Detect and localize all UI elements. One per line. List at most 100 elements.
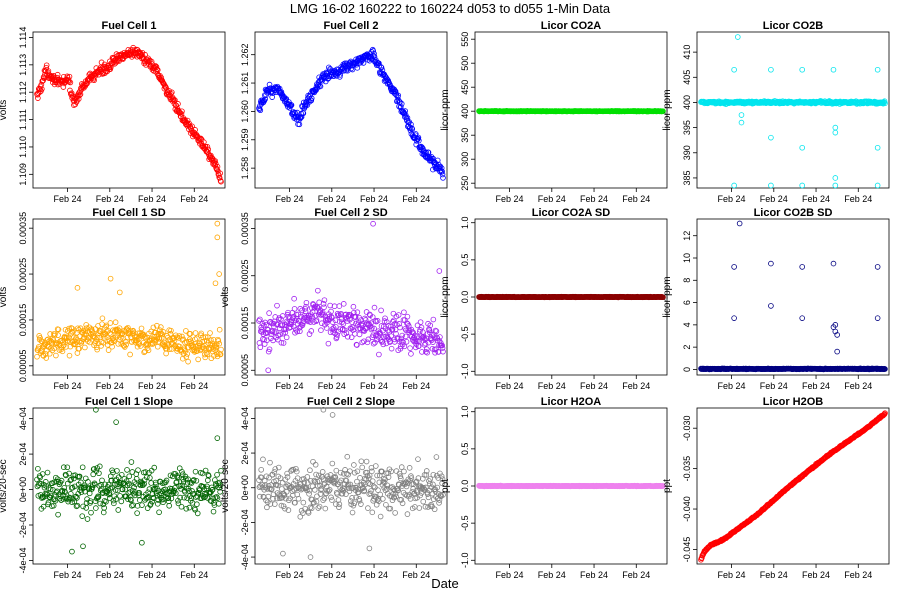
- data-point: [262, 96, 268, 102]
- y-axis-label: volts: [220, 287, 231, 308]
- data-point-outlier: [80, 543, 86, 550]
- panel-11: Licor H2OBppt-0.045-0.040-0.035-0.030Feb…: [662, 396, 890, 580]
- data-point: [288, 102, 295, 108]
- y-tick-label: 1.109: [18, 163, 28, 186]
- y-tick-label: -2e-04: [240, 509, 250, 535]
- y-tick-label: 0.00025: [240, 259, 250, 292]
- data-point-outlier: [832, 124, 839, 131]
- data-point: [360, 60, 367, 66]
- y-tick-label: 1.260: [240, 100, 250, 123]
- data-point: [278, 89, 285, 95]
- data-point: [85, 479, 91, 485]
- y-axis-label: volts/20-sec: [220, 459, 231, 512]
- data-point: [356, 331, 363, 338]
- data-point: [354, 309, 361, 316]
- data-point: [211, 159, 218, 166]
- y-tick-label: 12: [682, 231, 692, 241]
- data-point: [314, 493, 320, 500]
- data-point: [166, 502, 172, 509]
- data-point: [192, 468, 199, 475]
- y-tick-label: 1.261: [240, 72, 250, 95]
- data-points: [34, 406, 224, 555]
- y-tick-label: 0.5: [460, 254, 470, 267]
- y-tick-label: 0.5: [460, 443, 470, 456]
- x-tick-label: Feb 24: [402, 194, 430, 204]
- data-points: [698, 410, 888, 563]
- x-tick-label: Feb 24: [844, 194, 872, 204]
- data-point: [154, 343, 161, 350]
- data-point: [392, 88, 399, 95]
- data-point-outlier: [113, 419, 119, 425]
- panel-title: Licor H2OA: [541, 396, 602, 408]
- data-point: [127, 351, 133, 358]
- data-point: [55, 332, 61, 338]
- panel-1: Fuel Cell 21.2581.2591.2601.2611.262Feb …: [240, 20, 448, 204]
- data-point: [44, 469, 51, 476]
- data-point: [315, 287, 321, 294]
- data-point: [204, 144, 211, 150]
- y-tick-label: 400: [460, 104, 470, 119]
- data-point: [260, 456, 266, 463]
- y-axis-label: volts/20-sec: [0, 459, 9, 512]
- data-point: [151, 68, 157, 74]
- x-tick-label: Feb 24: [54, 194, 82, 204]
- x-tick-label: Feb 24: [180, 194, 208, 204]
- panels: Fuel Cell 1volts1.1091.1101.1111.1121.11…: [0, 20, 890, 580]
- data-point: [39, 78, 46, 84]
- data-point: [147, 475, 153, 481]
- x-tick-label: Feb 24: [802, 194, 830, 204]
- y-tick-label: 0.00015: [18, 304, 28, 337]
- x-tick-label: Feb 24: [760, 194, 788, 204]
- panel-title: Fuel Cell 2 Slope: [307, 396, 395, 408]
- data-point: [321, 304, 327, 311]
- data-point: [329, 460, 336, 467]
- data-points: [34, 220, 224, 365]
- data-point: [218, 178, 224, 185]
- x-tick-label: Feb 24: [96, 381, 124, 391]
- data-point: [64, 464, 71, 471]
- data-point-outlier: [731, 264, 737, 270]
- data-point: [331, 303, 338, 310]
- x-tick-label: Feb 24: [360, 570, 388, 580]
- data-point: [351, 462, 357, 468]
- data-point-outlier: [280, 550, 286, 557]
- y-tick-label: 10: [682, 253, 692, 263]
- data-point: [99, 315, 106, 322]
- data-points: [256, 406, 446, 560]
- data-point: [392, 510, 398, 516]
- y-tick-label: 1.0: [460, 216, 470, 229]
- y-tick-label: -0.5: [460, 326, 470, 342]
- x-tick-label: Feb 24: [138, 194, 166, 204]
- y-tick-label: 500: [460, 56, 470, 71]
- panel-5: Fuel Cell 2 SDvolts0.000050.000150.00025…: [220, 207, 448, 391]
- data-point: [128, 459, 135, 465]
- plot-frame: [474, 31, 668, 189]
- data-point: [217, 170, 223, 177]
- y-axis-label: licor-ppm: [662, 276, 673, 317]
- data-point: [378, 64, 385, 71]
- data-point: [100, 509, 107, 516]
- panel-title: Licor CO2A: [541, 20, 602, 32]
- y-tick-label: 0.00035: [18, 212, 28, 245]
- data-point: [144, 505, 151, 511]
- data-point: [329, 497, 335, 503]
- y-tick-label: -0.035: [682, 456, 692, 482]
- data-point: [371, 304, 378, 311]
- data-point: [176, 465, 183, 472]
- x-tick-label: Feb 24: [54, 381, 82, 391]
- data-point-outlier: [216, 271, 222, 277]
- y-tick-label: 0.00005: [18, 350, 28, 383]
- data-point: [318, 327, 324, 334]
- y-tick-label: 0e+00: [18, 477, 28, 502]
- data-point: [291, 295, 297, 302]
- data-point: [337, 469, 344, 476]
- data-point: [415, 134, 422, 141]
- x-tick-label: Feb 24: [496, 194, 524, 204]
- data-point: [67, 79, 74, 86]
- data-point: [66, 352, 73, 359]
- data-point: [292, 110, 298, 116]
- data-point: [398, 100, 405, 107]
- y-tick-label: 1.110: [18, 136, 28, 158]
- x-tick-label: Feb 24: [318, 381, 346, 391]
- data-point: [406, 465, 413, 471]
